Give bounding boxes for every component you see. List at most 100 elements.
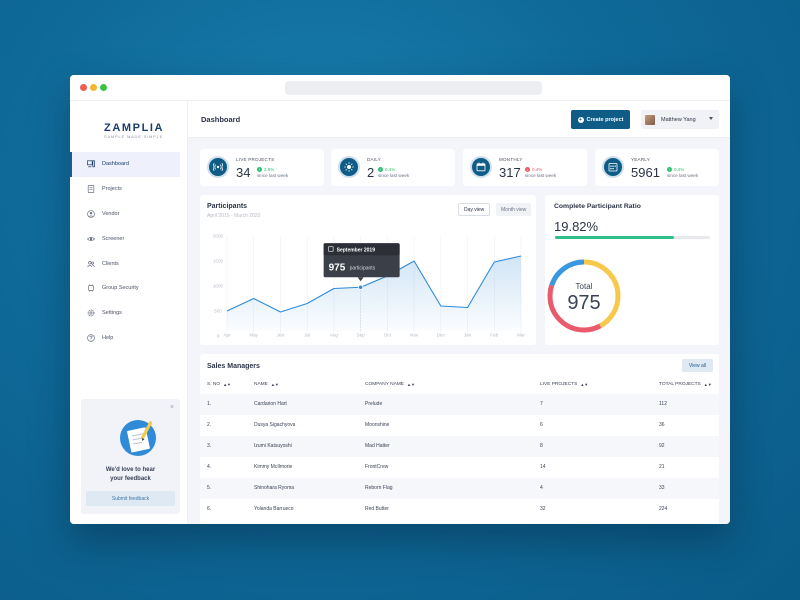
x-tick-label: Jul (304, 333, 310, 338)
cell-sno: 5. (207, 485, 212, 491)
cell-company: FrontCrew (365, 464, 389, 470)
cell-live-projects: 4 (540, 485, 543, 491)
x-tick-label: Mar (517, 333, 525, 338)
minimize-window-button[interactable] (90, 84, 97, 91)
cell-company: Reborn Flag (365, 485, 393, 491)
table-row[interactable]: 3. Izumi Katsuyoshi Mad Hatter 8 92 (200, 436, 719, 457)
submit-feedback-button[interactable]: Submit feedback (86, 491, 175, 506)
stat-value: 34 (236, 165, 251, 180)
column-header-label: COMPANY NAME (365, 382, 405, 387)
participant-ratio-card: Complete Participant Ratio 19.82% Total 9… (545, 195, 719, 345)
column-header-total-projects[interactable]: TOTAL PROJECTS ▲▼ (659, 382, 712, 387)
stat-label: LIVE PROJECTS (236, 157, 275, 162)
cell-sno: 3. (207, 443, 212, 449)
view-all-button[interactable]: View all (682, 359, 713, 372)
table-row[interactable]: 1. Cardarion Hart Prelude 7 112 (200, 394, 719, 415)
app-logo[interactable]: ZAMPLIA (104, 122, 165, 134)
window-titlebar (70, 75, 730, 101)
cell-name: Cardarion Hart (254, 401, 287, 407)
arrow-down-icon: ↓ (525, 167, 530, 172)
x-tick-label: Nov (410, 333, 419, 338)
stat-label: MONTHLY (499, 157, 523, 162)
avatar (645, 114, 655, 125)
stat-label: YEARLY (631, 157, 650, 162)
table-row[interactable]: 4. Kimmy McIlmorie FrontCrew 14 21 (200, 457, 719, 478)
feedback-message-line: your feedback (110, 476, 151, 482)
cell-sno: 4. (207, 464, 212, 470)
cell-live-projects: 32 (540, 506, 546, 512)
sort-icon: ▲▼ (703, 382, 712, 387)
sidebar-item-projects[interactable]: Projects (70, 177, 188, 202)
month-view-toggle[interactable]: Month view (496, 203, 532, 216)
shield-icon (87, 284, 95, 292)
user-menu[interactable]: Matthew Yang (641, 110, 719, 129)
chart-subtitle: April 2019 - March 2020 (207, 213, 261, 219)
ratio-value: 19.82% (554, 219, 599, 234)
sun-icon (338, 156, 360, 178)
chart-title: Participants (207, 203, 248, 210)
ratio-progress-bar (555, 236, 710, 239)
cell-live-projects: 6 (540, 422, 543, 428)
table-row[interactable]: 2. Dusya Sigachyova Moonshine 6 36 (200, 415, 719, 436)
stat-delta-value: 2.8% (264, 167, 275, 172)
main-content: Dashboard + Create project Matthew Yang … (188, 101, 730, 524)
stat-since: since last week (525, 173, 557, 178)
cell-total-projects: 33 (659, 485, 665, 491)
plus-icon: + (577, 116, 584, 123)
column-header-label: S. NO (207, 382, 221, 387)
column-header-live-projects[interactable]: LIVE PROJECTS ▲▼ (540, 382, 588, 387)
stat-value: 5961 (631, 165, 660, 180)
column-header-label: TOTAL PROJECTS (659, 382, 701, 387)
chevron-down-icon (709, 117, 713, 120)
column-header-label: NAME (254, 382, 268, 387)
stat-delta-value: 0.4% (385, 167, 396, 172)
sidebar-item-clients[interactable]: Clients (70, 251, 188, 276)
document-icon (87, 185, 95, 194)
column-header-company[interactable]: COMPANY NAME ▲▼ (365, 382, 415, 387)
sidebar-item-label: Dashboard (102, 161, 129, 168)
column-header-sno[interactable]: S. NO ▲▼ (207, 382, 231, 387)
sidebar-item-vendor[interactable]: Vendor (70, 202, 188, 227)
arrow-up-icon: ↑ (257, 167, 262, 172)
broadcast-icon (207, 156, 229, 178)
tooltip-title: September 2019 (337, 247, 376, 253)
sidebar-item-label: Clients (102, 260, 119, 267)
stat-delta: ↑ 0.4% (378, 167, 395, 172)
stat-label: DAILY (367, 157, 381, 162)
column-header-name[interactable]: NAME ▲▼ (254, 382, 279, 387)
sidebar-item-screener[interactable]: Screener (70, 226, 188, 251)
cell-total-projects: 21 (659, 464, 665, 470)
sidebar-item-dashboard[interactable]: Dashboard (70, 152, 180, 177)
sidebar-item-help[interactable]: Help (70, 326, 188, 351)
sidebar-item-label: Settings (102, 310, 122, 317)
sales-managers-table: Sales Managers View all S. NO ▲▼ NAME ▲▼ C… (200, 354, 719, 524)
address-bar[interactable] (285, 81, 542, 95)
eye-icon (87, 235, 95, 243)
user-circle-icon (87, 210, 95, 218)
stat-card-daily: DAILY 2 ↑ 0.4% since last week (331, 149, 455, 186)
feedback-panel: × We'd love to hear your feedback Submit… (81, 399, 180, 514)
sidebar-item-group-security[interactable]: Group Security (70, 276, 188, 301)
close-window-button[interactable] (80, 84, 87, 91)
x-tick-label: May (249, 333, 258, 338)
y-tick-label: 500 (214, 309, 222, 314)
table-row[interactable]: 6. Yolanda Barrueco Red Butter 32 224 (200, 499, 719, 520)
x-tick-label: Jan (464, 333, 472, 338)
day-view-toggle[interactable]: Day view (458, 203, 491, 216)
users-icon (87, 260, 95, 268)
chart-point[interactable] (358, 284, 364, 290)
app-logo-tagline: SAMPLE MADE SIMPLE (104, 134, 164, 139)
maximize-window-button[interactable] (100, 84, 107, 91)
stat-delta: ↓ 0.4% (525, 167, 542, 172)
sort-icon: ▲▼ (580, 382, 589, 387)
stat-since: since last week (667, 173, 699, 178)
table-row[interactable]: 5. Shinohara Ryoma Reborn Flag 4 33 (200, 478, 719, 499)
sidebar-item-settings[interactable]: Settings (70, 301, 188, 326)
sort-icon: ▲▼ (223, 382, 231, 387)
arrow-up-icon: ↑ (667, 167, 672, 172)
stat-delta: ↑ 0.4% (667, 167, 684, 172)
create-project-button[interactable]: + Create project (571, 110, 630, 129)
stat-delta: ↑ 2.8% (257, 167, 274, 172)
close-icon[interactable]: × (169, 404, 174, 411)
ratio-title: Complete Participant Ratio (554, 203, 641, 210)
